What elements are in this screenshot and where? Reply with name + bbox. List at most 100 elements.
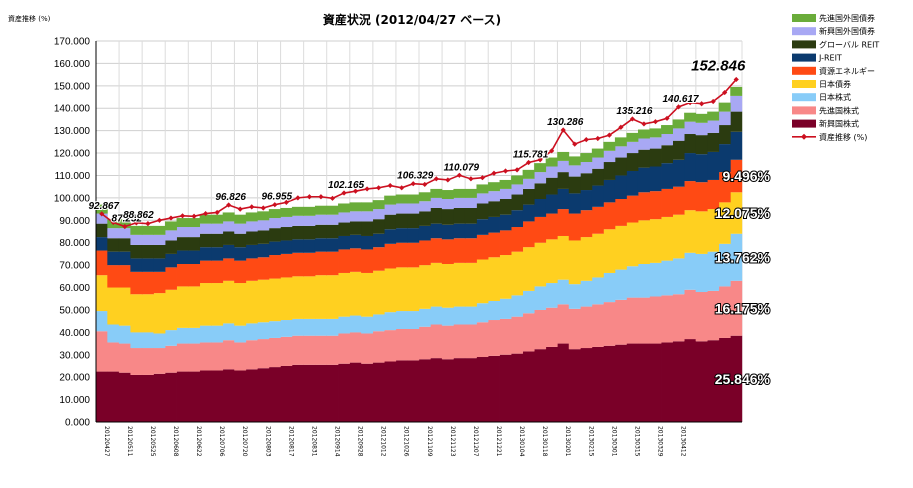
bar-segment (188, 371, 201, 422)
bar-segment (476, 184, 489, 194)
bar-segment (372, 233, 385, 248)
line-marker (191, 213, 197, 219)
x-tick-label: 20130301 (610, 426, 617, 457)
legend-item: 新興国株式 (792, 119, 859, 129)
bar-segment (534, 349, 547, 422)
bar-segment (245, 258, 258, 281)
bar-segment (141, 258, 154, 272)
y-tick-label: 30.000 (59, 350, 90, 361)
line-marker (260, 205, 266, 211)
y-tick-label: 120.000 (54, 149, 91, 160)
bar-segment (395, 311, 408, 329)
bar-segment (499, 255, 512, 299)
y-tick-label: 0.000 (65, 418, 90, 429)
x-tick-label: 20120608 (172, 426, 179, 457)
bar-segment (418, 265, 431, 309)
bar-segment (649, 262, 662, 297)
bar-segment (568, 165, 581, 177)
bar-segment (361, 249, 374, 273)
series-j_reit (95, 131, 743, 272)
bar-segment (141, 348, 154, 375)
bar-segment (464, 238, 477, 263)
bar-segment (153, 373, 166, 422)
y-tick-label: 130.000 (54, 126, 91, 137)
bar-segment (430, 207, 443, 224)
share-label: 9.496% (723, 168, 771, 184)
bar-segment (141, 294, 154, 333)
line-marker (179, 213, 186, 219)
bar-segment (188, 250, 201, 264)
bar-segment (165, 253, 177, 268)
bar-segment (568, 240, 581, 285)
bar-segment (395, 213, 408, 229)
bar-segment (234, 342, 247, 371)
bar-segment (165, 267, 177, 290)
line-marker (618, 124, 624, 130)
bar-segment (303, 215, 316, 226)
bar-segment (614, 269, 627, 300)
bar-segment (303, 364, 316, 422)
bar-segment (603, 141, 616, 151)
bar-segment (626, 266, 639, 298)
bar-segment (568, 284, 581, 309)
bar-segment (314, 335, 327, 365)
line-marker (445, 177, 451, 183)
bar-segment (672, 140, 685, 160)
bar-segment (130, 271, 143, 295)
bar-segment (303, 206, 316, 216)
bar-segment (718, 243, 731, 287)
axes (95, 41, 742, 423)
bar-segment (476, 259, 489, 304)
bar-segment (153, 234, 166, 245)
bar-segment (603, 229, 616, 273)
bar-segment (107, 287, 120, 325)
bar-segment (291, 215, 304, 226)
y-tick-label: 70.000 (59, 261, 90, 272)
bar-segment (707, 209, 720, 252)
legend-label: 資源エネルギー (819, 66, 875, 76)
bar-segment (453, 223, 466, 239)
legend-item: 資源エネルギー (792, 66, 875, 76)
bar-segment (730, 159, 743, 193)
bar-segment (349, 211, 362, 222)
bar-segment (107, 371, 120, 422)
bar-segment (165, 345, 177, 373)
series-emerging_bond (95, 95, 743, 245)
bar-segment (314, 214, 327, 225)
legend-swatch (792, 66, 816, 75)
bar-segment (165, 289, 177, 331)
legend-label: 日本債券 (819, 79, 851, 89)
legend-swatch (792, 53, 816, 62)
line-marker (214, 209, 220, 216)
bar-segment (372, 270, 385, 315)
series-japan_bond (95, 192, 743, 334)
bar-segment (314, 275, 327, 319)
bar-segment (245, 323, 258, 341)
bar-segment (95, 275, 108, 312)
bar-segment (361, 221, 374, 236)
bar-segment (695, 113, 708, 123)
point-label: 130.286 (547, 117, 584, 128)
bar-segment (568, 349, 581, 422)
y-tick-label: 140.000 (54, 104, 91, 115)
bar-segment (430, 324, 443, 359)
bar-segment (545, 283, 558, 308)
bar-segment (522, 188, 535, 205)
bar-segment (684, 112, 697, 122)
bar-segment (372, 314, 385, 332)
line-marker (249, 204, 255, 210)
bar-segment (684, 153, 697, 182)
bar-segment (718, 337, 731, 422)
bar-segment (257, 322, 270, 340)
line-marker (168, 215, 174, 221)
bar-segment (222, 323, 235, 341)
bar-segment (718, 102, 731, 112)
x-tick-label: 20120720 (241, 426, 248, 457)
bar-segment (372, 247, 385, 271)
bar-segment (372, 209, 385, 220)
bar-segment (326, 364, 339, 422)
y-tick-label: 60.000 (59, 283, 90, 294)
bar-segment (118, 228, 131, 239)
bar-segment (280, 277, 293, 321)
bar-segment (268, 321, 281, 338)
